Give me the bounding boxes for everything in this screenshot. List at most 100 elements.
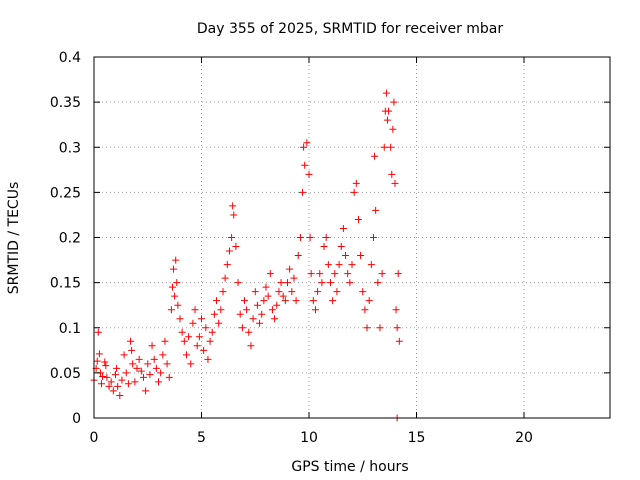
data-point <box>251 288 259 296</box>
data-point <box>195 333 203 341</box>
data-point <box>210 310 218 318</box>
data-point <box>303 139 311 147</box>
data-point <box>230 211 238 219</box>
data-point <box>198 315 205 323</box>
data-point <box>306 234 314 241</box>
x-tick-label: 10 <box>300 430 318 446</box>
data-point <box>286 265 294 273</box>
x-tick-label: 0 <box>90 430 99 446</box>
data-point <box>378 270 386 278</box>
data-point <box>229 202 237 210</box>
data-point <box>389 125 397 133</box>
data-point <box>99 372 107 380</box>
data-point <box>271 315 279 323</box>
data-point <box>388 170 396 178</box>
data-point <box>157 369 165 377</box>
data-point <box>185 333 193 341</box>
data-point <box>95 350 103 358</box>
data-point <box>363 324 371 332</box>
data-point <box>187 360 195 368</box>
data-point <box>127 337 135 345</box>
data-point <box>202 324 210 332</box>
data-point <box>284 279 291 287</box>
data-point <box>322 234 330 241</box>
data-point <box>268 306 276 314</box>
data-point <box>290 274 298 282</box>
data-point <box>314 288 322 296</box>
data-point <box>236 310 244 318</box>
y-tick-label: 0.15 <box>50 276 81 292</box>
data-point <box>305 170 313 178</box>
data-point <box>168 283 176 291</box>
y-axis-label: SRMTID / TECUs <box>6 182 22 295</box>
data-point <box>182 351 190 359</box>
data-point <box>258 310 266 318</box>
chart-title: Day 355 of 2025, SRMTID for receiver mba… <box>197 21 504 37</box>
data-point <box>382 89 390 97</box>
data-point <box>348 261 356 269</box>
data-point <box>128 346 136 354</box>
data-point <box>279 292 287 300</box>
data-point <box>232 243 240 251</box>
data-point <box>320 243 328 251</box>
data-point <box>277 279 285 287</box>
data-point <box>206 337 214 345</box>
data-point <box>273 301 281 309</box>
data-point <box>245 328 253 336</box>
data-point <box>137 367 145 375</box>
axis-tick-labels: 0 5 10 15 20 0 0.05 0.1 0.15 0.2 0.25 0.3 0.35 0.4 <box>50 50 533 446</box>
data-point <box>253 301 261 309</box>
data-point <box>107 378 115 386</box>
data-point <box>327 279 334 287</box>
data-point <box>144 360 152 368</box>
data-point <box>324 261 332 269</box>
data-point <box>247 342 255 350</box>
data-point <box>266 270 274 278</box>
data-point <box>173 279 181 287</box>
data-point <box>333 288 341 296</box>
data-points <box>90 89 403 422</box>
data-point <box>114 382 122 390</box>
data-point <box>370 234 377 241</box>
data-point <box>365 297 373 305</box>
data-point <box>176 315 184 323</box>
data-point <box>350 188 358 196</box>
data-point <box>275 288 283 296</box>
data-point <box>387 143 395 151</box>
grid-lines <box>94 57 610 418</box>
data-point <box>352 179 360 187</box>
data-point <box>357 252 365 260</box>
data-point <box>371 152 379 160</box>
data-point <box>112 371 119 379</box>
data-point <box>221 274 229 282</box>
data-point <box>342 252 350 260</box>
data-point <box>105 382 113 390</box>
data-point <box>109 387 117 395</box>
y-tick-label: 0.4 <box>59 50 81 66</box>
y-tick-label: 0.25 <box>50 185 81 201</box>
data-point <box>208 328 216 336</box>
data-point <box>129 360 137 368</box>
y-tick-label: 0.3 <box>59 140 81 156</box>
data-point <box>155 378 162 386</box>
data-point <box>148 342 156 350</box>
data-point <box>98 380 106 388</box>
data-point <box>374 279 382 287</box>
y-tick-label: 0 <box>72 411 81 427</box>
data-point <box>318 279 326 287</box>
data-point <box>238 324 246 332</box>
data-point <box>392 306 400 314</box>
data-point <box>359 288 367 296</box>
data-point <box>300 143 308 151</box>
data-point <box>103 373 111 381</box>
data-point <box>307 270 315 278</box>
data-point <box>260 297 268 305</box>
data-point <box>390 98 398 106</box>
data-point <box>101 358 109 366</box>
data-point <box>256 319 264 327</box>
x-tick-label: 5 <box>197 430 206 446</box>
data-point <box>135 355 143 363</box>
data-point <box>393 324 401 332</box>
data-point <box>93 357 101 365</box>
